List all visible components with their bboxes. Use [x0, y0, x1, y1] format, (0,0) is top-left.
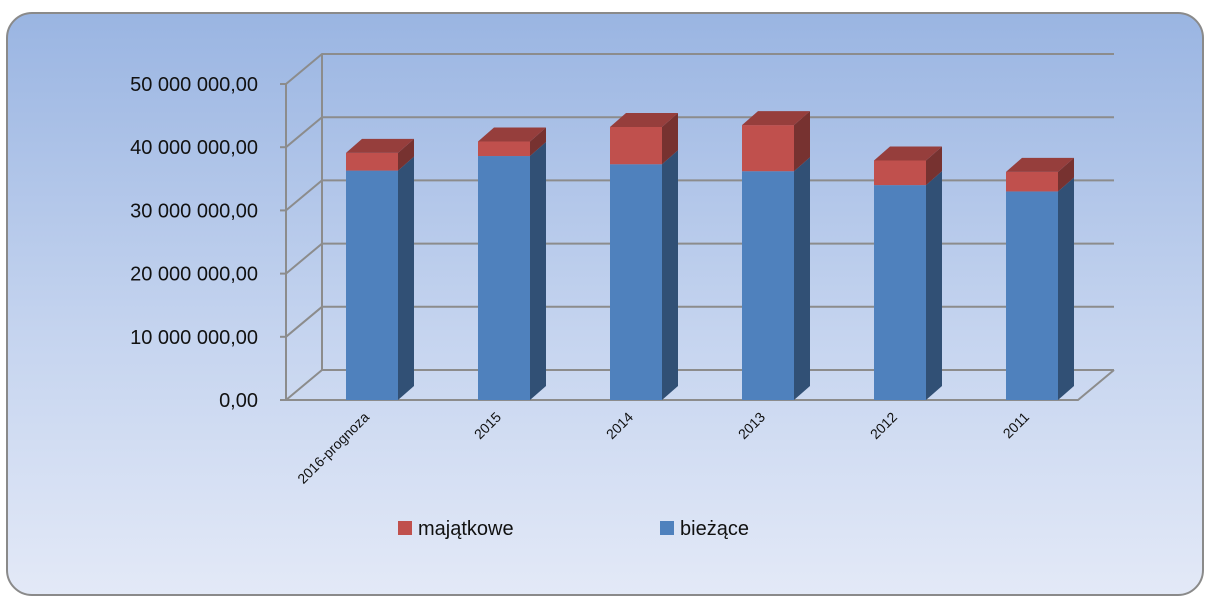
gridline [285, 53, 1114, 85]
bar-front [478, 156, 530, 400]
x-category-label: 2016-prognoza [294, 409, 372, 487]
legend-swatch [660, 521, 674, 535]
bar-top [346, 138, 414, 153]
bar-segment-biezace [742, 157, 810, 400]
bar-segment-biezace [1006, 177, 1074, 400]
y-tick-label: 20 000 000,00 [130, 264, 258, 286]
bar-front [478, 141, 530, 157]
bar-side [926, 146, 942, 186]
bar-segment-majatkowe [610, 112, 678, 165]
grid-layer [280, 53, 1115, 401]
bar-side [1058, 177, 1074, 400]
bar-side [794, 157, 810, 400]
bar-front [742, 171, 794, 400]
bar-segment-biezace [610, 150, 678, 400]
bar-side [926, 171, 942, 400]
bar-front [346, 170, 398, 400]
bar-side [398, 138, 414, 171]
bar-front [874, 185, 926, 400]
legend-label: bieżące [680, 518, 749, 540]
y-tick-label: 50 000 000,00 [130, 74, 258, 96]
bar-segment-biezace [478, 142, 546, 400]
x-axis-line [286, 369, 1115, 401]
x-category-label: 2011 [1000, 409, 1033, 442]
y-tick-label: 0,00 [219, 390, 258, 412]
bar-side [398, 156, 414, 400]
bar-side [530, 127, 546, 157]
bar-segment-biezace [874, 171, 942, 400]
bar-top [478, 127, 546, 142]
y-tick-label: 10 000 000,00 [130, 327, 258, 349]
bar-side [530, 142, 546, 400]
bar-front [742, 125, 794, 172]
x-category-label: 2015 [471, 409, 504, 442]
bar-segment-majatkowe [346, 138, 414, 171]
y-tick-label: 30 000 000,00 [130, 200, 258, 222]
bar-side [662, 150, 678, 400]
legend: majątkowe bieżące [398, 518, 749, 540]
x-axis-category-labels: 2016-prognoza 2015 2014 2013 2012 2011 [294, 409, 1032, 487]
x-category-label: 2012 [867, 409, 900, 442]
bar-segment-majatkowe [874, 146, 942, 186]
bar-side [662, 112, 678, 165]
bar-side [794, 111, 810, 172]
x-category-label: 2014 [603, 409, 636, 442]
bar-segment-majatkowe [1006, 157, 1074, 192]
legend-label: majątkowe [418, 518, 514, 540]
bar-top [610, 112, 678, 127]
bar-top [874, 146, 942, 161]
legend-swatch [398, 521, 412, 535]
bar-front [610, 126, 662, 165]
bar-front [610, 164, 662, 400]
bar-top [1006, 157, 1074, 172]
bar-front [346, 152, 398, 171]
bar-segment-majatkowe [742, 111, 810, 172]
x-category-label: 2013 [735, 409, 768, 442]
bar-segment-biezace [346, 156, 414, 400]
bar-top [742, 111, 810, 126]
bars-layer [346, 111, 1074, 400]
bar-side [1058, 157, 1074, 192]
y-tick-label: 40 000 000,00 [130, 137, 258, 159]
bar-front [1006, 171, 1058, 192]
bar-front [1006, 191, 1058, 400]
bar-front [874, 160, 926, 186]
chart-frame [6, 12, 1204, 596]
y-axis-tick-labels: 0,00 10 000 000,00 20 000 000,00 30 000 000… [130, 74, 258, 412]
bar-segment-majatkowe [478, 127, 546, 157]
